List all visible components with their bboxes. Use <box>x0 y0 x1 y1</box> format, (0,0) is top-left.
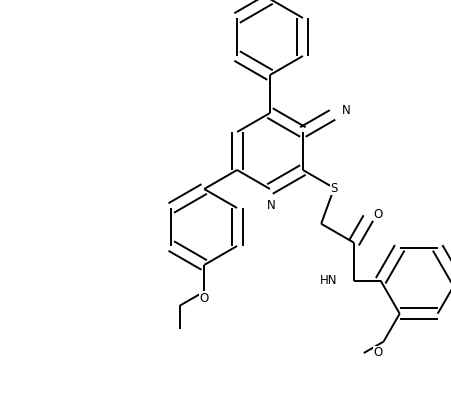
Text: O: O <box>199 292 208 305</box>
Text: S: S <box>330 182 337 195</box>
Text: N: N <box>341 105 350 118</box>
Text: O: O <box>372 345 381 359</box>
Text: O: O <box>373 208 382 220</box>
Text: HN: HN <box>319 274 336 287</box>
Text: N: N <box>266 199 275 212</box>
